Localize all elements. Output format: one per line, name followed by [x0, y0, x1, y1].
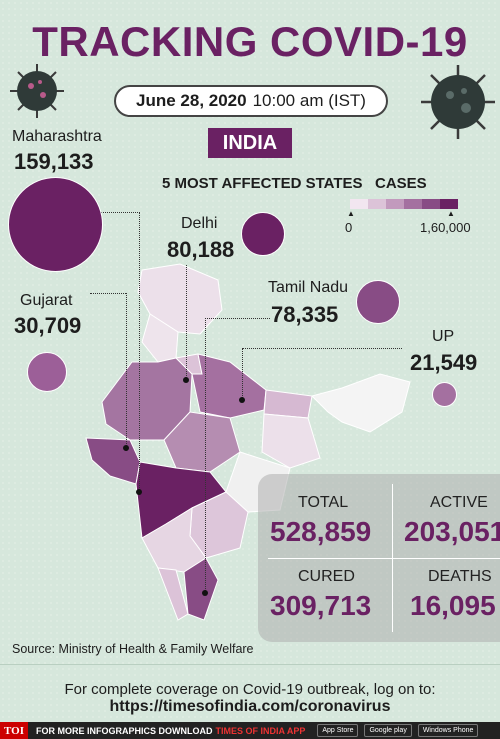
legend-gradient: [350, 199, 458, 209]
leader-delhi: [186, 265, 187, 380]
bar-text: FOR MORE INFOGRAPHICS DOWNLOAD: [35, 725, 213, 736]
total-value: 528,859: [270, 516, 372, 547]
region-northeast: [311, 373, 411, 433]
state-cases-gujarat: 30,709: [14, 313, 82, 338]
deaths-label: DEATHS: [428, 568, 492, 585]
region-north: [137, 263, 223, 335]
virus-icon-right: [421, 65, 495, 139]
app-store-badge[interactable]: App Store: [317, 724, 359, 737]
state-name-gujarat: Gujarat: [20, 292, 73, 309]
state-name-maharashtra: Maharashtra: [12, 128, 102, 145]
legend-marker-min: ▲: [347, 209, 355, 218]
bubble-maharashtra: [8, 177, 103, 272]
stats-divider-v: [392, 484, 393, 632]
dot-up: [239, 397, 245, 403]
legend-title: CASES: [375, 175, 427, 192]
india-map: [85, 263, 411, 621]
windows-phone-badge[interactable]: Windows Phone: [417, 724, 479, 737]
region-east: [261, 413, 321, 469]
toi-logo: TOI: [0, 722, 28, 739]
footer-url[interactable]: https://timesofindia.com/coronavirus: [109, 698, 391, 715]
deaths-value: 16,095: [410, 590, 496, 621]
active-value: 203,051: [404, 516, 500, 547]
google-play-badge[interactable]: Google play: [364, 724, 412, 737]
date-pill: June 28, 2020 10:00 am (IST): [114, 85, 388, 117]
bubble-up: [432, 382, 457, 407]
dot-tamil-nadu: [202, 590, 208, 596]
total-label: TOTAL: [298, 494, 349, 511]
source-text: Source: Ministry of Health & Family Welf…: [12, 642, 254, 656]
bubble-gujarat: [27, 352, 67, 392]
leader-gujarat: [90, 293, 126, 294]
legend-max: 1,60,000: [420, 220, 471, 235]
dot-delhi: [183, 377, 189, 383]
time-text: 10:00 am (IST): [252, 91, 366, 110]
cured-value: 309,713: [270, 590, 372, 621]
region-rajasthan: [101, 357, 193, 441]
state-cases-maharashtra: 159,133: [14, 149, 94, 174]
stats-divider-h: [268, 558, 500, 559]
state-cases-delhi: 80,188: [167, 237, 235, 262]
active-label: ACTIVE: [430, 494, 488, 511]
leader-up: [242, 348, 402, 349]
cured-label: CURED: [298, 568, 355, 585]
region-gujarat: [85, 437, 141, 485]
bubble-delhi: [241, 212, 285, 256]
virus-icon-left: [10, 64, 64, 118]
legend-min: 0: [345, 220, 353, 235]
leader-maharashtra: [100, 212, 140, 213]
leader-gujarat-v: [126, 293, 127, 448]
state-name-delhi: Delhi: [181, 215, 218, 232]
dot-gujarat: [123, 445, 129, 451]
state-cases-up: 21,549: [410, 350, 478, 375]
legend-marker-max: ▲: [447, 209, 455, 218]
bar-app-name: TIMES OF INDIA APP: [215, 725, 306, 736]
state-name-tamil-nadu: Tamil Nadu: [268, 279, 349, 296]
dot-maharashtra: [136, 489, 142, 495]
region-tamil-nadu: [183, 557, 219, 621]
bottom-bar: TOI FOR MORE INFOGRAPHICS DOWNLOAD TIMES…: [0, 722, 500, 739]
footer-divider: [0, 664, 500, 665]
region-kerala: [157, 567, 189, 621]
page-title: TRACKING COVID-19: [32, 18, 468, 65]
state-name-up: UP: [432, 328, 455, 345]
region-up: [191, 353, 267, 419]
stats-panel: TOTAL 528,859 ACTIVE 203,051 CURED 309,7…: [258, 474, 500, 642]
date-text: June 28, 2020: [136, 91, 247, 110]
region-bihar: [263, 389, 313, 419]
state-cases-tamil-nadu: 78,335: [271, 302, 339, 327]
bubble-tamil-nadu: [356, 280, 400, 324]
leader-tamil-nadu: [205, 318, 270, 319]
subtitle: 5 MOST AFFECTED STATES: [162, 175, 363, 192]
leader-maharashtra-v: [139, 212, 140, 492]
country-label: INDIA: [208, 128, 292, 158]
leader-up-v: [242, 348, 243, 400]
footer-line: For complete coverage on Covid-19 outbre…: [64, 681, 436, 698]
leader-tamil-nadu-v: [205, 318, 206, 593]
